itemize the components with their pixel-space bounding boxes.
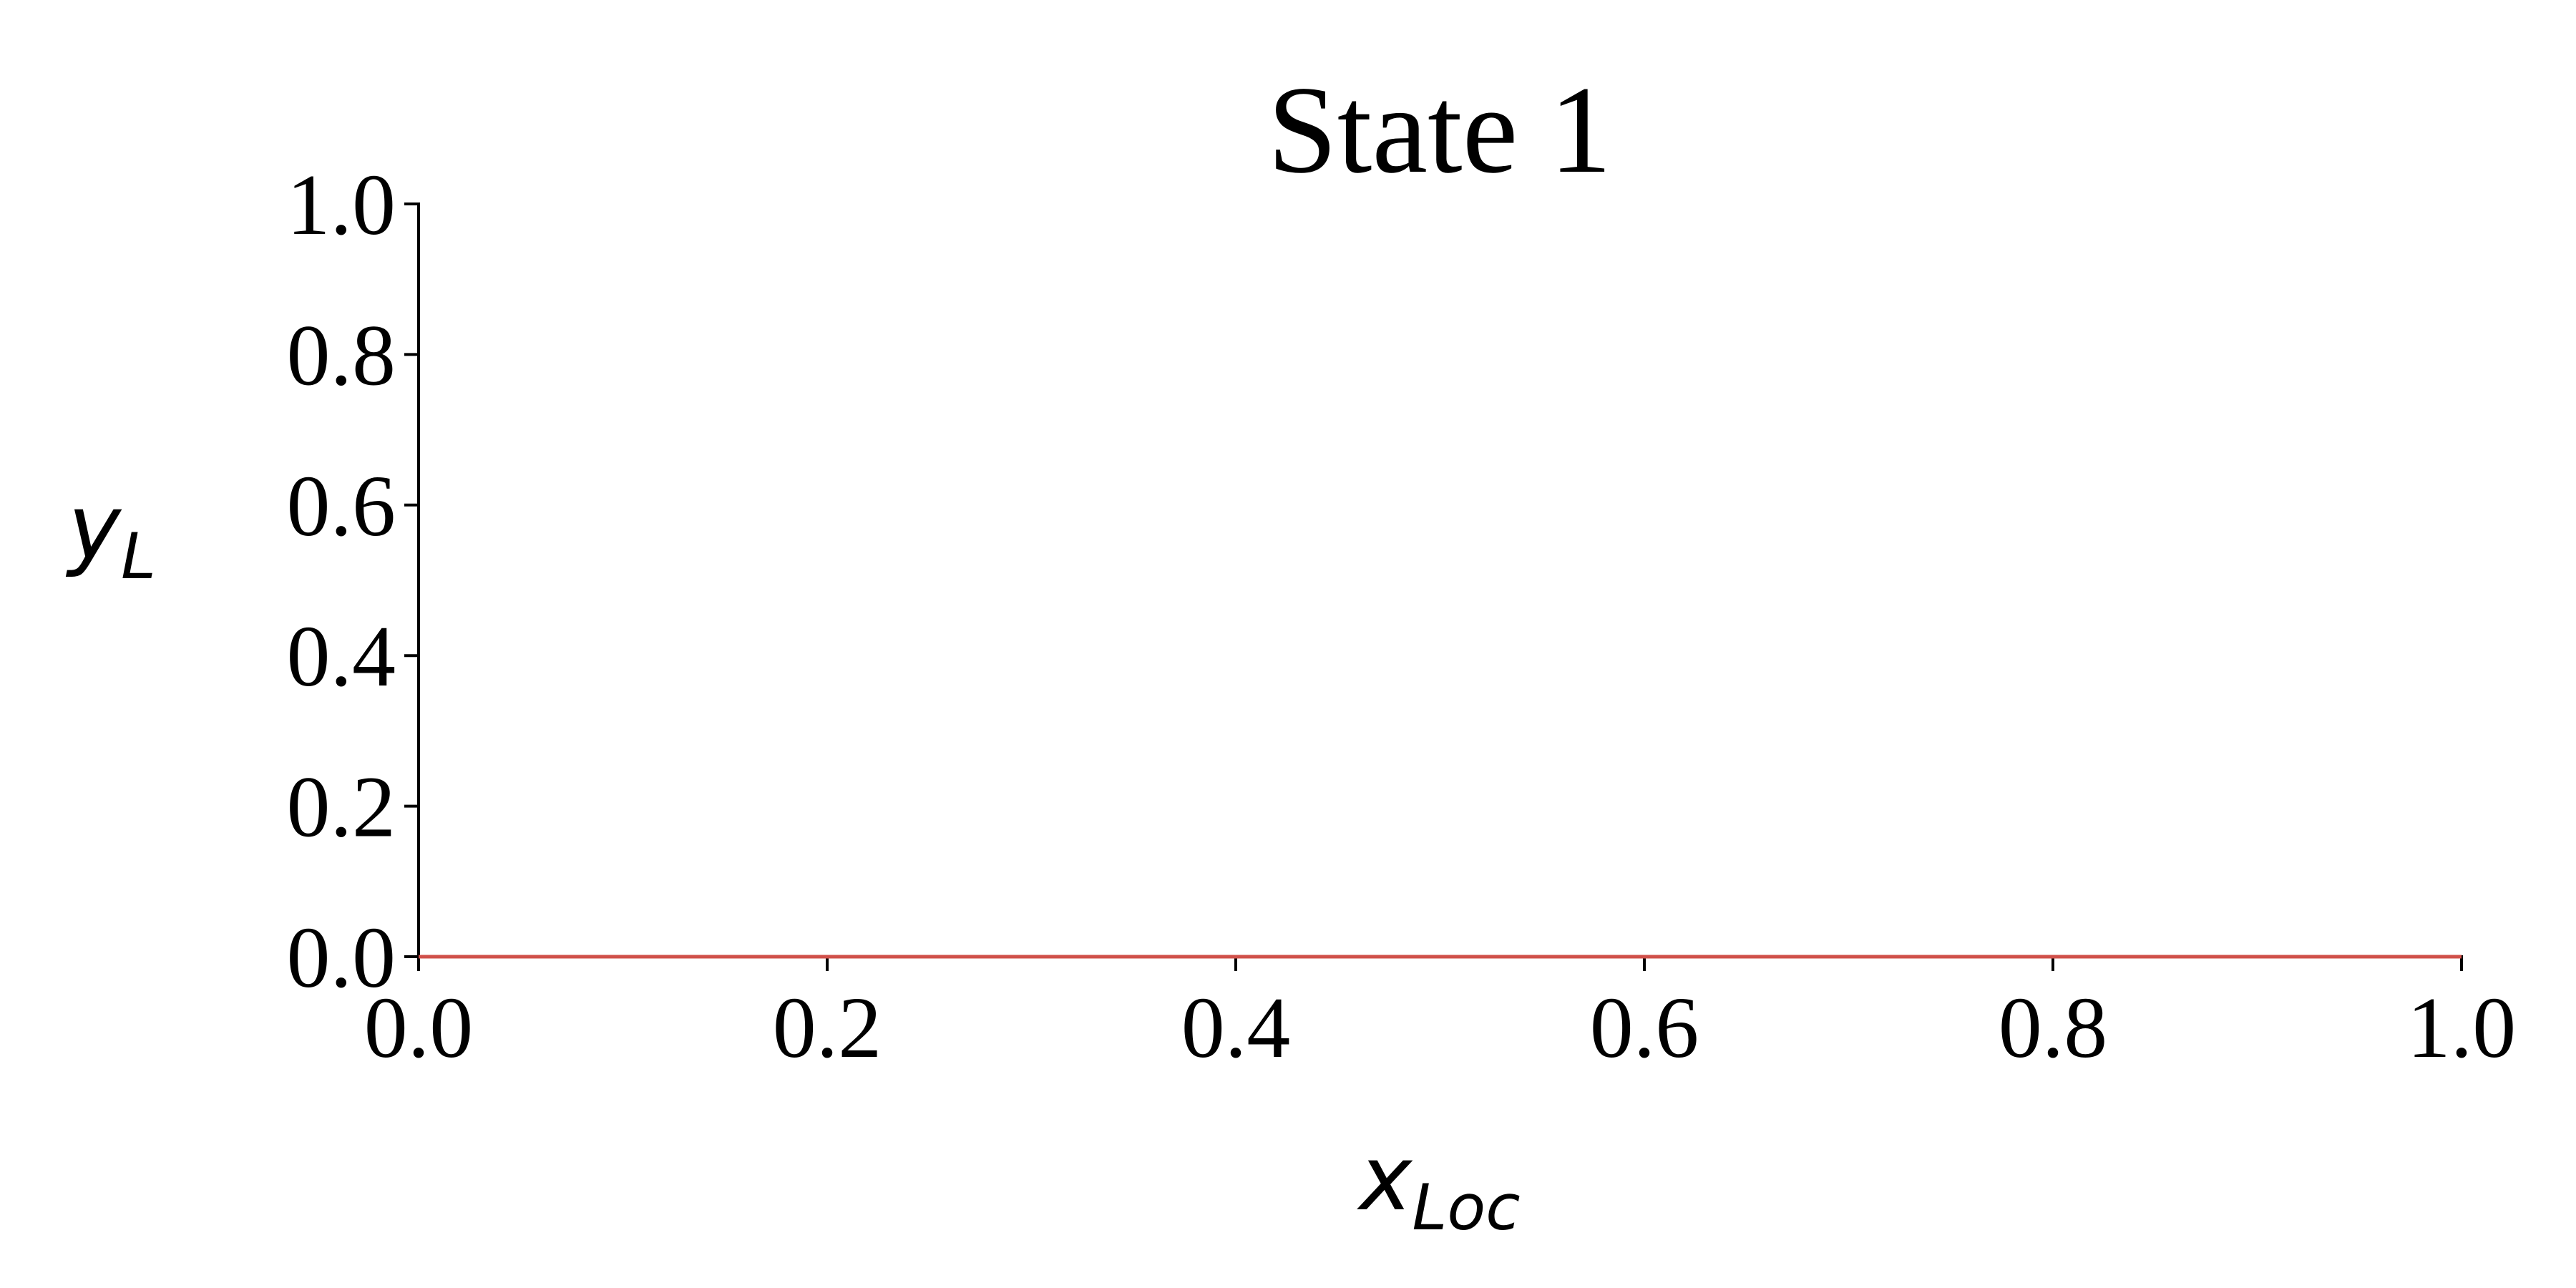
y-tick-label: 0.2 <box>287 759 396 856</box>
y-tick-label: 0.4 <box>287 608 396 705</box>
y-tick-label: 0.8 <box>287 307 396 404</box>
chart-title: State 1 <box>1267 60 1611 199</box>
x-tick-label: 1.0 <box>2407 980 2517 1076</box>
x-axis-label-subscript: Loc <box>1412 1171 1520 1244</box>
y-tick-label: 1.0 <box>287 157 396 253</box>
x-tick-label: 0.0 <box>364 980 474 1076</box>
x-tick-label: 0.4 <box>1181 980 1291 1076</box>
y-axis-label: yL <box>65 476 156 593</box>
x-tick-label: 0.2 <box>773 980 882 1076</box>
x-tick-label: 0.8 <box>1999 980 2108 1076</box>
x-tick-label: 0.6 <box>1590 980 1699 1076</box>
y-axis-label-base: y <box>65 476 122 580</box>
x-axis-label: xLoc <box>1356 1127 1520 1244</box>
y-tick-label: 0.0 <box>287 909 396 1006</box>
x-axis-label-base: x <box>1356 1127 1413 1231</box>
y-tick-label: 0.6 <box>287 458 396 555</box>
y-axis-label-subscript: L <box>121 519 156 593</box>
